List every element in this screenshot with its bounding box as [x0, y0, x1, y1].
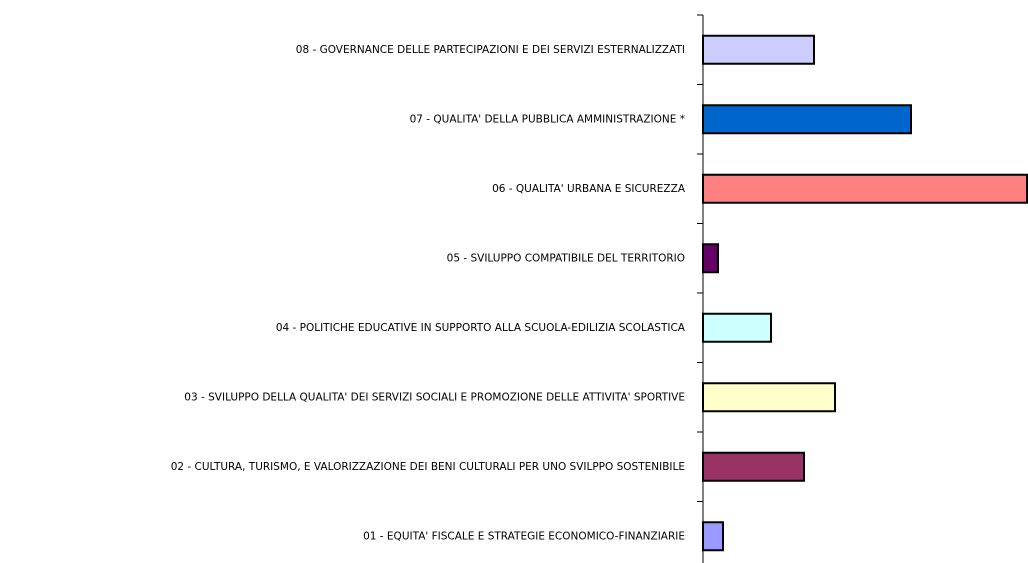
- bar: [702, 104, 912, 135]
- category-label: 04 - POLITICHE EDUCATIVE IN SUPPORTO ALL…: [276, 322, 686, 334]
- category-label: 01 - EQUITA' FISCALE E STRATEGIE ECONOMI…: [363, 530, 685, 542]
- bar: [702, 173, 1028, 204]
- category-label: 08 - GOVERNANCE DELLE PARTECIPAZIONI E D…: [296, 44, 685, 56]
- category-label: 02 - CULTURA, TURISMO, E VALORIZZAZIONE …: [171, 461, 685, 473]
- bar: [702, 243, 719, 274]
- bar: [702, 382, 836, 413]
- bar: [702, 521, 724, 552]
- category-label: 03 - SVILUPPO DELLA QUALITA' DEI SERVIZI…: [184, 391, 685, 403]
- bar: [702, 34, 815, 65]
- category-label: 06 - QUALITA' URBANA E SICUREZZA: [492, 183, 686, 195]
- bar: [702, 312, 772, 343]
- category-label: 05 - SVILUPPO COMPATIBILE DEL TERRITORIO: [447, 252, 685, 264]
- category-label: 07 - QUALITA' DELLA PUBBLICA AMMINISTRAZ…: [410, 113, 685, 125]
- bar: [702, 451, 805, 482]
